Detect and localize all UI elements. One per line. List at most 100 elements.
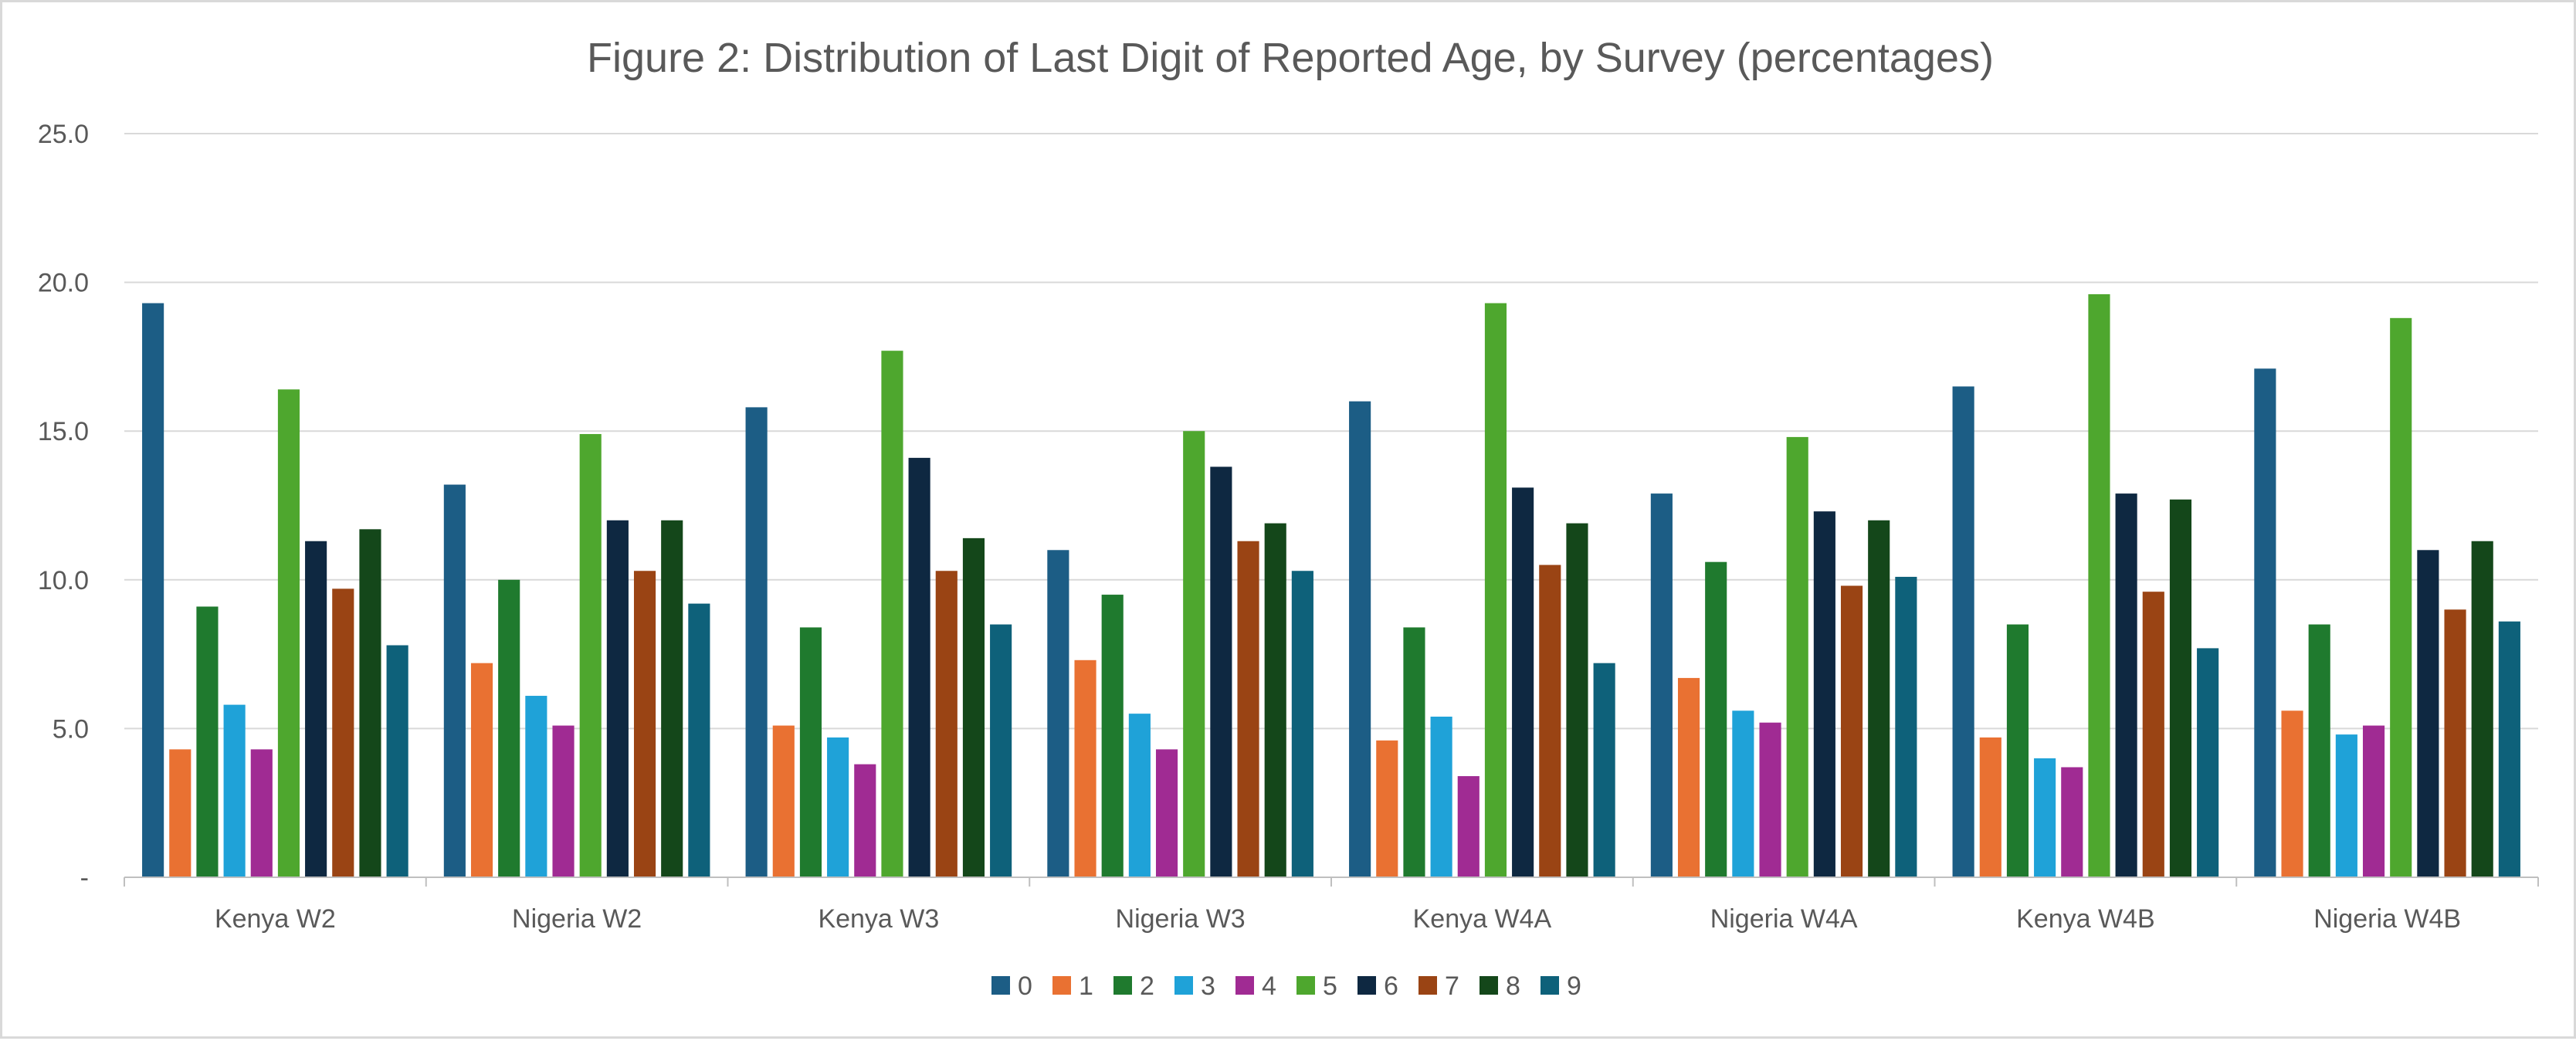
legend-swatch — [1541, 976, 1559, 995]
bar — [881, 351, 903, 877]
bar — [962, 537, 985, 877]
bar — [2471, 541, 2493, 877]
bar — [1484, 303, 1507, 878]
legend-swatch — [1418, 976, 1437, 995]
legend-label: 0 — [1018, 971, 1032, 1001]
y-tick-label: - — [80, 863, 89, 893]
bar — [1237, 541, 1259, 877]
bar-group — [1047, 431, 1313, 877]
bar — [2006, 624, 2029, 877]
legend-item: 6 — [1357, 971, 1398, 1001]
legend-swatch — [1235, 976, 1254, 995]
bar — [470, 663, 493, 877]
bar — [2254, 368, 2276, 878]
bar — [1128, 714, 1151, 877]
legend-item: 1 — [1052, 971, 1093, 1001]
x-axis — [124, 877, 2539, 887]
bar-group — [2254, 317, 2520, 878]
bar — [688, 603, 710, 877]
bar — [606, 520, 629, 877]
legend-label: 5 — [1323, 971, 1337, 1001]
legend-label: 7 — [1445, 971, 1459, 1001]
legend-item: 4 — [1235, 971, 1276, 1001]
legend-item: 2 — [1113, 971, 1154, 1001]
bar — [196, 606, 219, 877]
bar — [908, 457, 930, 877]
bar — [579, 434, 602, 877]
legend-item: 9 — [1541, 971, 1581, 1001]
bars — [142, 294, 2520, 878]
bar — [1183, 431, 1205, 877]
legend-swatch — [1113, 976, 1132, 995]
bar-group — [1650, 436, 1917, 877]
bar — [332, 588, 354, 877]
bar — [1074, 660, 1096, 877]
bar — [1650, 493, 1673, 877]
bar — [386, 645, 408, 877]
bar — [142, 303, 164, 878]
bar — [2281, 710, 2303, 877]
x-category-label: Kenya W4B — [2016, 904, 2155, 934]
bar — [1539, 565, 1561, 877]
legend-item: 7 — [1418, 971, 1459, 1001]
bar — [1677, 677, 1700, 877]
legend-swatch — [1174, 976, 1193, 995]
bar — [1403, 627, 1425, 877]
y-tick-label: 25.0 — [38, 120, 89, 149]
bar — [552, 725, 575, 877]
bar — [1759, 722, 1781, 877]
legend-label: 2 — [1140, 971, 1154, 1001]
bar — [2417, 550, 2439, 877]
bar — [1593, 663, 1615, 877]
bar — [223, 704, 246, 877]
bar — [1376, 740, 1398, 877]
legend-label: 4 — [1262, 971, 1276, 1001]
x-category-label: Kenya W2 — [215, 904, 336, 934]
bar — [359, 529, 381, 877]
bar — [1155, 749, 1178, 877]
bar — [1868, 520, 1890, 877]
bar — [1291, 571, 1313, 877]
bar — [1840, 585, 1863, 877]
legend-item: 3 — [1174, 971, 1215, 1001]
bar — [827, 737, 849, 877]
bar — [443, 484, 466, 877]
bar — [1457, 776, 1480, 877]
legend-item: 0 — [991, 971, 1032, 1001]
bar — [772, 725, 795, 877]
bar — [661, 520, 683, 877]
bar — [250, 749, 273, 877]
bar — [2115, 493, 2137, 877]
bar — [1732, 710, 1754, 877]
bar — [305, 541, 327, 877]
bar — [2308, 624, 2330, 877]
bar — [1210, 466, 1232, 877]
bar-group — [443, 434, 710, 877]
chart-title: Figure 2: Distribution of Last Digit of … — [587, 35, 1994, 81]
legend-item: 8 — [1480, 971, 1520, 1001]
bar — [633, 571, 656, 877]
bar-group — [1952, 294, 2219, 877]
legend: 0 1 2 3 4 5 6 7 8 9 — [991, 971, 1581, 1001]
bar — [1264, 523, 1286, 877]
bar — [2362, 725, 2385, 877]
x-category-label: Nigeria W3 — [1116, 904, 1246, 934]
bar — [1349, 401, 1371, 877]
x-category-label: Kenya W4A — [1413, 904, 1552, 934]
bar — [2498, 621, 2520, 877]
bar — [2142, 592, 2164, 877]
bar — [1813, 511, 1835, 877]
bar — [1566, 523, 1588, 877]
bar — [2061, 767, 2083, 877]
bar — [1786, 436, 1808, 877]
bar — [990, 624, 1012, 877]
y-tick-label: 20.0 — [38, 269, 89, 298]
legend-swatch — [1052, 976, 1071, 995]
y-tick-label: 5.0 — [53, 714, 89, 744]
bar-group — [745, 351, 1012, 877]
bar — [2335, 734, 2357, 877]
x-axis-category-labels: Kenya W2 Nigeria W2 Kenya W3 Nigeria W3 Keny… — [215, 904, 2461, 934]
bar — [2169, 499, 2192, 877]
